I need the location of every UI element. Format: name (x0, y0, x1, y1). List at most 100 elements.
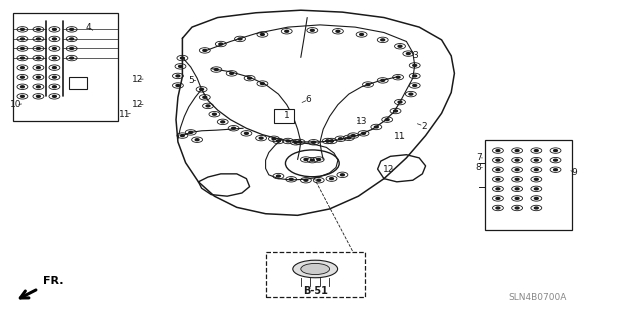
Circle shape (179, 65, 182, 67)
Text: 10: 10 (10, 100, 22, 109)
Circle shape (385, 119, 389, 121)
Circle shape (289, 178, 293, 180)
Circle shape (52, 76, 56, 78)
Circle shape (260, 33, 264, 35)
Circle shape (20, 86, 24, 88)
Circle shape (496, 150, 500, 152)
Circle shape (36, 57, 40, 59)
Circle shape (496, 169, 500, 171)
Circle shape (534, 207, 538, 209)
Bar (69, 77, 87, 89)
Text: 11: 11 (394, 132, 406, 141)
Text: SLN4B0700A: SLN4B0700A (508, 293, 567, 302)
Text: 12: 12 (132, 75, 143, 84)
Circle shape (232, 127, 236, 129)
Circle shape (206, 105, 210, 107)
Text: 6: 6 (306, 95, 311, 104)
Circle shape (406, 53, 410, 55)
Circle shape (36, 48, 40, 49)
Circle shape (554, 150, 557, 152)
Circle shape (496, 159, 500, 161)
Circle shape (310, 159, 314, 161)
Circle shape (413, 85, 417, 86)
Circle shape (286, 140, 290, 142)
Circle shape (36, 76, 40, 78)
Circle shape (339, 138, 342, 140)
Circle shape (20, 67, 24, 69)
Circle shape (272, 138, 276, 140)
Circle shape (52, 86, 56, 88)
Circle shape (534, 178, 538, 180)
Text: B-51: B-51 (303, 286, 328, 296)
Text: 7: 7 (476, 153, 481, 162)
Text: 8: 8 (476, 163, 481, 172)
Circle shape (70, 48, 74, 49)
Circle shape (534, 188, 538, 190)
Circle shape (52, 95, 56, 97)
Circle shape (36, 86, 40, 88)
Circle shape (70, 57, 74, 59)
Circle shape (409, 93, 413, 95)
Circle shape (310, 29, 314, 31)
Circle shape (398, 101, 402, 103)
Circle shape (515, 197, 519, 199)
Circle shape (317, 159, 321, 160)
Circle shape (381, 79, 385, 81)
Circle shape (20, 28, 24, 30)
Circle shape (496, 197, 500, 199)
Text: 12: 12 (132, 100, 143, 109)
Ellipse shape (301, 263, 330, 275)
Circle shape (330, 178, 333, 180)
Circle shape (276, 140, 280, 142)
Bar (13, 13, 118, 121)
Circle shape (176, 85, 180, 86)
Circle shape (285, 30, 289, 32)
Circle shape (52, 48, 56, 49)
Circle shape (413, 75, 417, 77)
Text: 1: 1 (284, 111, 289, 120)
Text: 11: 11 (119, 110, 131, 119)
Circle shape (244, 132, 248, 134)
Circle shape (534, 150, 538, 152)
Text: 12: 12 (383, 165, 395, 174)
Circle shape (221, 121, 225, 123)
Circle shape (534, 197, 538, 199)
Circle shape (360, 33, 364, 35)
Text: 3: 3 (412, 51, 417, 60)
Circle shape (20, 95, 24, 97)
Circle shape (381, 39, 385, 41)
Circle shape (36, 95, 40, 97)
Bar (274, 109, 294, 123)
Circle shape (189, 131, 193, 133)
Circle shape (496, 188, 500, 190)
Circle shape (36, 28, 40, 30)
Circle shape (20, 48, 24, 49)
Circle shape (36, 67, 40, 69)
Circle shape (248, 77, 252, 79)
Circle shape (20, 38, 24, 40)
Circle shape (396, 76, 400, 78)
Circle shape (219, 43, 223, 45)
Circle shape (374, 126, 378, 128)
Circle shape (317, 179, 321, 181)
Ellipse shape (293, 260, 338, 278)
Circle shape (52, 38, 56, 40)
Circle shape (180, 57, 184, 59)
Circle shape (180, 135, 184, 137)
Circle shape (330, 140, 333, 142)
Circle shape (554, 159, 557, 161)
Circle shape (260, 83, 264, 85)
Circle shape (70, 28, 74, 30)
Circle shape (20, 57, 24, 59)
Circle shape (413, 64, 417, 66)
Circle shape (52, 28, 56, 30)
Circle shape (534, 159, 538, 161)
Circle shape (52, 57, 56, 59)
Circle shape (52, 67, 56, 69)
Circle shape (515, 150, 519, 152)
Circle shape (515, 178, 519, 180)
Circle shape (394, 110, 397, 112)
Circle shape (195, 139, 199, 141)
Circle shape (554, 169, 557, 171)
Bar (485, 140, 572, 230)
